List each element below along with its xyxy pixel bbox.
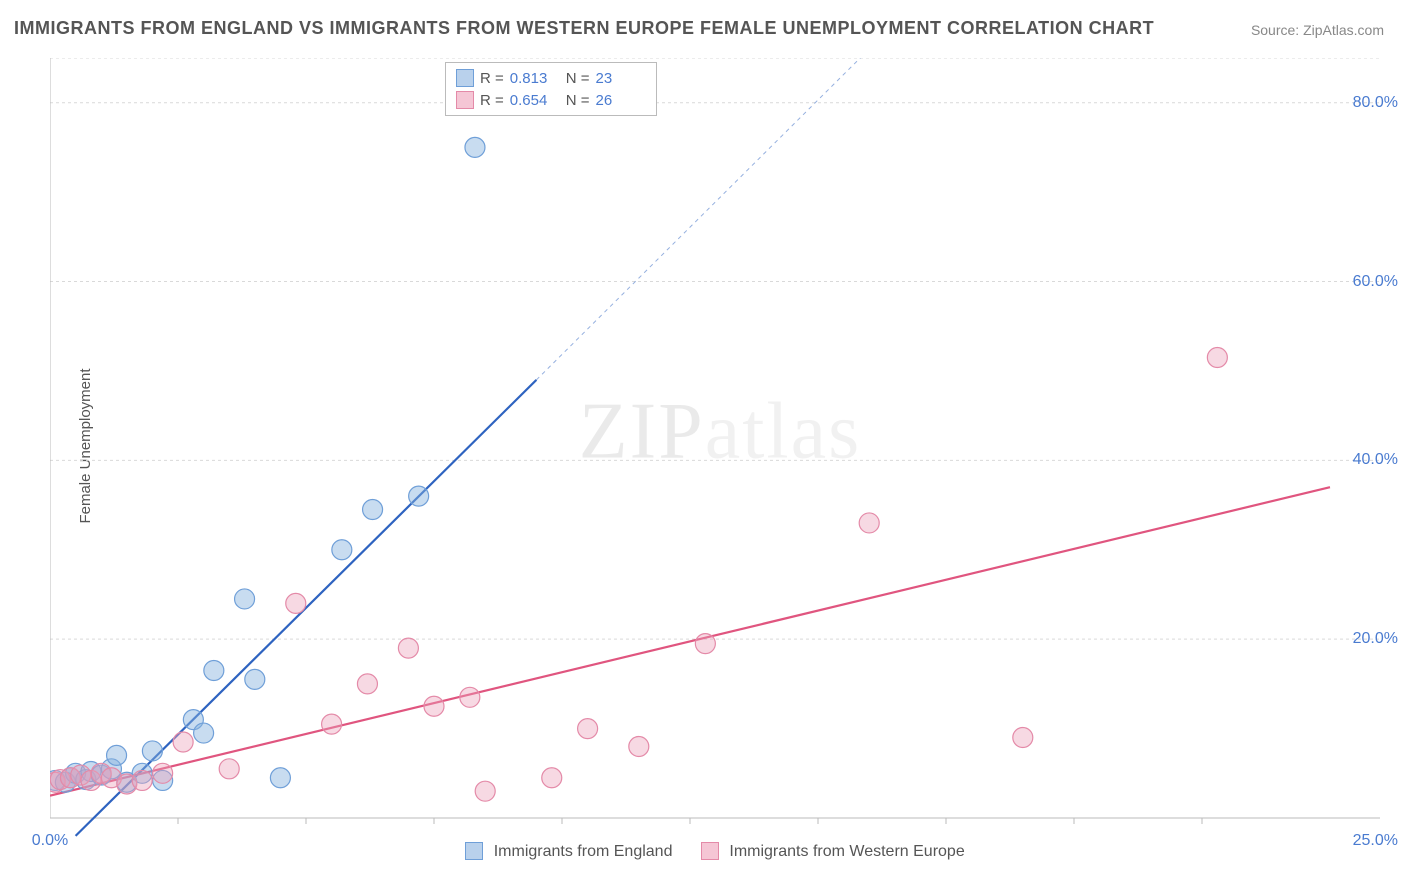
r-label: R = [480,70,504,87]
chart-canvas [50,58,1390,838]
legend-swatch-pink [701,842,719,860]
legend-label: Immigrants from Western Europe [729,843,964,860]
n-value: 26 [596,92,646,109]
legend-row: R = 0.654 N = 26 [456,89,646,111]
x-tick-label: 0.0% [32,832,68,850]
n-label: N = [566,92,590,109]
legend-swatch-blue [456,69,474,87]
y-tick-label: 20.0% [1353,630,1398,648]
series-legend: Immigrants from England Immigrants from … [0,842,1406,861]
legend-row: R = 0.813 N = 23 [456,67,646,89]
legend-label: Immigrants from England [494,843,673,860]
y-tick-label: 80.0% [1353,94,1398,112]
legend-swatch-blue [465,842,483,860]
r-value: 0.654 [510,92,560,109]
x-tick-label: 25.0% [1353,832,1398,850]
y-tick-label: 60.0% [1353,273,1398,291]
correlation-legend: R = 0.813 N = 23 R = 0.654 N = 26 [445,62,657,116]
source-attribution: Source: ZipAtlas.com [1251,22,1384,38]
r-value: 0.813 [510,70,560,87]
n-value: 23 [596,70,646,87]
r-label: R = [480,92,504,109]
legend-swatch-pink [456,91,474,109]
y-tick-label: 40.0% [1353,451,1398,469]
chart-title: IMMIGRANTS FROM ENGLAND VS IMMIGRANTS FR… [14,18,1154,39]
scatter-plot: ZIPatlas [50,58,1390,838]
n-label: N = [566,70,590,87]
